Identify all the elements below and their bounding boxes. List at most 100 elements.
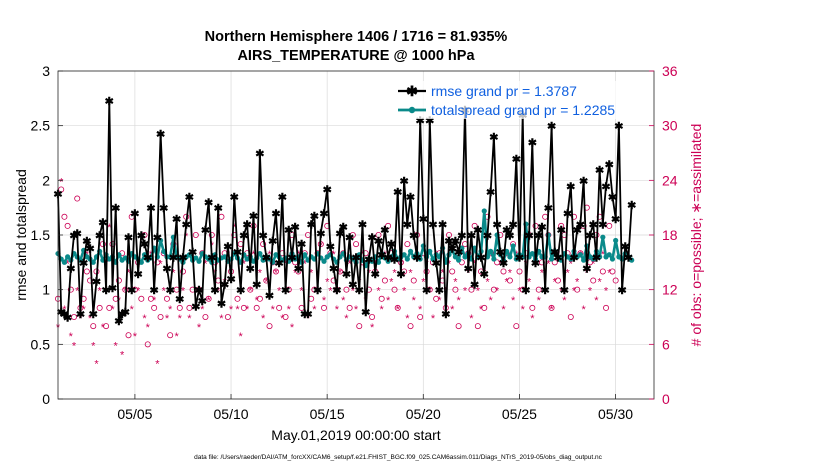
series-rmse-point-98: ✱ <box>367 233 376 245</box>
obs-assimilated-point-170: * <box>601 249 606 261</box>
series-rmse-point-35: ✱ <box>166 285 175 297</box>
series-spread-point-109 <box>404 256 410 262</box>
obs-assimilated-point-171: * <box>604 286 609 298</box>
series-spread-point-135 <box>488 248 494 254</box>
series-rmse-point-135: ✱ <box>486 187 495 199</box>
series-rmse-point-148: ✱ <box>528 138 537 150</box>
obs-assimilated-point-126: * <box>460 249 465 261</box>
obs-assimilated-point-135: * <box>489 295 494 307</box>
series-rmse-point-55: ✱ <box>230 192 239 204</box>
obs-possible-point-133 <box>481 304 488 311</box>
y-right-tick-label-1: 6 <box>662 336 670 352</box>
obs-assimilated-point-150: * <box>537 295 542 307</box>
series-rmse-point-125: ✱ <box>454 247 463 259</box>
series-spread-point-136 <box>491 256 497 262</box>
series-rmse-point-124: ✱ <box>451 236 460 248</box>
obs-possible-point-26 <box>138 295 145 302</box>
series-rmse-point-136: ✱ <box>489 132 498 144</box>
obs-assimilated-point-157: * <box>559 286 564 298</box>
obs-assimilated-point-58: * <box>242 258 247 270</box>
series-spread-point-141 <box>507 254 513 260</box>
obs-assimilated-point-44: * <box>197 322 202 334</box>
obs-possible-point-143 <box>513 323 520 330</box>
y-axis-left: 0 0.5 1 1.5 2 2.5 3 <box>31 63 63 407</box>
series-rmse-point-33: ✱ <box>159 203 168 215</box>
obs-assimilated-point-60: * <box>248 286 253 298</box>
series-rmse-point-156: ✱ <box>553 252 562 264</box>
obs-assimilated-point-153: * <box>546 258 551 270</box>
obs-assimilated-point-71: * <box>283 258 288 270</box>
series-spread-point-116 <box>427 248 433 254</box>
obs-assimilated-point-82: * <box>319 240 324 252</box>
series-rmse-point-2: ✱ <box>60 309 69 321</box>
obs-possible-point-15 <box>103 323 110 330</box>
y-left-tick-label-1: 0.5 <box>31 336 51 352</box>
series-rmse-point-105: ✱ <box>390 255 399 267</box>
obs-possible-point-56 <box>234 295 241 302</box>
series-rmse-point-74: ✱ <box>291 222 300 234</box>
series-spread-point-160 <box>568 256 574 262</box>
series-spread-point-11 <box>90 259 96 265</box>
obs-assimilated-point-50: * <box>216 286 221 298</box>
obs-assimilated-point-76: * <box>299 286 304 298</box>
series-rmse-point-69: ✱ <box>275 258 284 270</box>
obs-possible-point-173 <box>609 268 616 275</box>
series-rmse-point-64: ✱ <box>259 231 268 243</box>
obs-possible-point-14 <box>99 241 106 248</box>
obs-possible-point-66 <box>266 323 273 330</box>
y-axis-left-label: rmse and totalspread <box>13 169 29 301</box>
obs-possible-point-6 <box>74 195 81 202</box>
series-rmse-point-44: ✱ <box>194 285 203 297</box>
obs-assimilated-point-64: * <box>261 313 266 325</box>
obs-possible-point-162 <box>574 286 581 293</box>
obs-possible-point-3 <box>64 222 71 229</box>
series-rmse-point-68: ✱ <box>271 209 280 221</box>
obs-assimilated-point-108: * <box>402 286 407 298</box>
obs-assimilated-point-85: * <box>328 286 333 298</box>
obs-possible-point-139 <box>500 268 507 275</box>
obs-assimilated-point-13: * <box>98 286 103 298</box>
obs-possible-point-129 <box>468 286 475 293</box>
y-left-tick-label-0: 0 <box>42 391 50 407</box>
series-spread-point-21 <box>122 255 128 261</box>
series-spread-point-133 <box>481 208 487 214</box>
obs-assimilated-point-127: * <box>463 286 468 298</box>
obs-assimilated-point-101: * <box>380 304 385 316</box>
series-rmse-point-147: ✱ <box>525 231 534 243</box>
obs-assimilated-point-18: * <box>114 340 119 352</box>
obs-assimilated-point-167: * <box>591 258 596 270</box>
obs-assimilated-point-86: * <box>331 249 336 261</box>
x-tick-label-0: 05/05 <box>117 406 152 422</box>
obs-assimilated-point-32: * <box>158 258 163 270</box>
series-rmse-point-161: ✱ <box>569 252 578 264</box>
series-spread-point-26 <box>138 259 144 265</box>
obs-assimilated-point-19: * <box>117 295 122 307</box>
series-rmse-point-177: ✱ <box>621 241 630 253</box>
series-rmse-point-128: ✱ <box>464 263 473 275</box>
series-rmse-point-67: ✱ <box>268 236 277 248</box>
series-rmse-point-140: ✱ <box>502 225 511 237</box>
chart-title-line2: AIRS_TEMPERATURE @ 1000 hPa <box>237 48 475 64</box>
obs-possible-point-28 <box>144 341 151 348</box>
series-rmse-point-56: ✱ <box>233 247 242 259</box>
obs-possible-point-103 <box>385 222 392 229</box>
series-rmse-point-80: ✱ <box>310 211 319 223</box>
series-spread-point-127 <box>462 254 468 260</box>
obs-possible-point-172 <box>606 222 613 229</box>
obs-assimilated-point-47: * <box>206 295 211 307</box>
series-rmse-point-8: ✱ <box>79 258 88 270</box>
obs-possible-point-125 <box>455 323 462 330</box>
obs-possible-point-64 <box>260 241 267 248</box>
y-right-tick-label-4: 24 <box>662 172 678 188</box>
obs-possible-point-19 <box>115 277 122 284</box>
obs-assimilated-point-22: * <box>126 267 131 279</box>
series-rmse-point-106: ✱ <box>393 187 402 199</box>
obs-possible-point-150 <box>535 286 542 293</box>
obs-assimilated-point-79: * <box>309 267 314 279</box>
obs-assimilated-point-69: * <box>277 286 282 298</box>
obs-assimilated-point-70: * <box>280 313 285 325</box>
obs-assimilated-point-140: * <box>505 277 510 289</box>
y-right-tick-label-5: 30 <box>662 118 678 134</box>
series-spread-point-43 <box>193 255 199 261</box>
series-spread-point-52 <box>222 254 228 260</box>
